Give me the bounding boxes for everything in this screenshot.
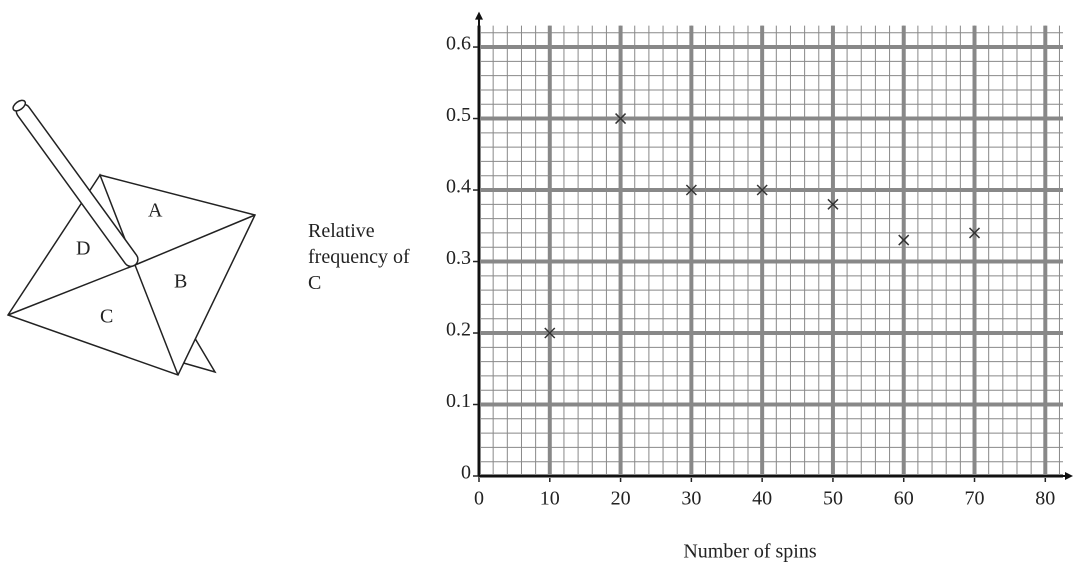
section-label: B — [174, 271, 187, 293]
plot: 0 10 20 30 40 50 60 70 80 0 0.1 0.2 0.3 0.4 0.5 0.6 — [446, 11, 1073, 510]
x-tick-label: 50 — [823, 488, 843, 510]
marker-stroke — [544, 327, 556, 339]
marker-stroke — [827, 198, 839, 210]
x-tick-label: 70 — [965, 488, 985, 510]
section-label: C — [100, 306, 113, 328]
y-tick-label: 0.2 — [446, 319, 471, 341]
data-point — [898, 234, 910, 246]
marker-stroke — [898, 234, 910, 246]
x-tick-label: 30 — [681, 488, 701, 510]
section-label: D — [76, 238, 90, 260]
x-tick-label: 80 — [1035, 488, 1055, 510]
marker-stroke — [615, 113, 627, 125]
spinner-body — [6, 174, 257, 376]
x-tick-label: 10 — [540, 488, 560, 510]
x-tick-label: 40 — [752, 488, 772, 510]
x-tick-label: 0 — [474, 488, 484, 510]
y-tick-label: 0.3 — [446, 247, 471, 269]
data-point — [615, 113, 627, 125]
data-point — [544, 327, 556, 339]
y-tick-label: 0.6 — [446, 33, 471, 55]
data-point — [968, 227, 981, 239]
grid — [473, 25, 1063, 482]
spinner-edge — [7, 264, 136, 316]
data-point — [685, 184, 697, 196]
spinner-edge — [134, 264, 179, 376]
spinner-edge — [134, 214, 256, 266]
x-tick-label: 20 — [611, 488, 631, 510]
y-tick-label: 0.1 — [446, 390, 471, 412]
y-axis-title: Relative frequency of C — [308, 220, 410, 294]
x-axis-arrow — [1065, 472, 1073, 480]
marker-stroke — [756, 184, 768, 196]
marker-stroke — [968, 227, 981, 239]
x-tick-label: 60 — [894, 488, 914, 510]
y-axis-arrow — [475, 11, 483, 20]
y-tick-label: 0.4 — [446, 176, 471, 198]
x-axis-title: Number of spins — [683, 541, 817, 563]
y-tick-label: 0.5 — [446, 104, 471, 126]
marker-stroke — [685, 184, 697, 196]
spinner-stick — [12, 99, 139, 268]
data-point — [756, 184, 768, 196]
section-label: A — [148, 200, 163, 222]
y-tick-label: 0 — [461, 462, 471, 484]
spinner-diagram: A B C D — [6, 99, 257, 376]
data-point — [827, 198, 839, 210]
